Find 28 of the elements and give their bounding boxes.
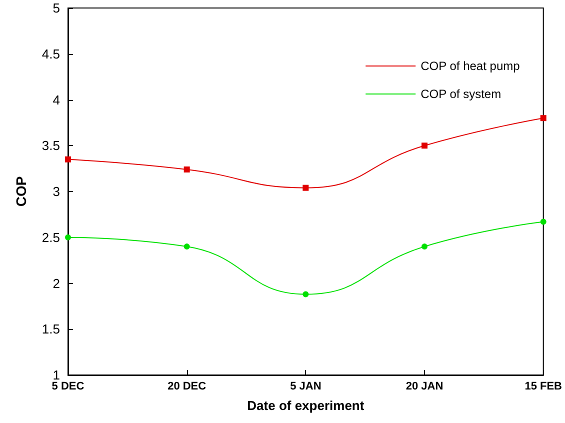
x-tick-label: 15 FEB: [524, 380, 562, 392]
y-tick-label: 3.5: [42, 138, 60, 154]
y-tick-label: 4.5: [42, 46, 60, 62]
point: [540, 218, 546, 225]
y-tick-label: 1.5: [42, 322, 60, 337]
x-tick-label: 20 JAN: [406, 380, 444, 392]
y-tick-label: 3: [52, 184, 60, 199]
legend-label: COP of system: [420, 87, 502, 101]
point: [422, 142, 428, 149]
point: [302, 184, 309, 191]
y-axis-title: COP: [13, 176, 29, 207]
x-tick-label: 20 DEC: [168, 380, 206, 392]
point: [302, 291, 309, 298]
y-tick-label: 5: [52, 0, 60, 16]
legend-label: COP of heat pump: [420, 59, 520, 73]
y-tick-label: 1: [52, 368, 60, 382]
y-tick-label: 2: [52, 276, 60, 291]
y-tick-label: 2.5: [42, 230, 60, 245]
point: [540, 115, 546, 122]
point: [65, 234, 71, 240]
x-axis-title: Date of experiment: [247, 398, 365, 413]
point: [184, 166, 190, 172]
x-tick-label: 5 JAN: [290, 380, 322, 392]
x-tick-label: 5 DEC: [52, 380, 84, 392]
y-tick-label: 4: [52, 92, 60, 108]
point: [65, 156, 71, 162]
point: [184, 244, 190, 250]
point: [422, 244, 428, 250]
